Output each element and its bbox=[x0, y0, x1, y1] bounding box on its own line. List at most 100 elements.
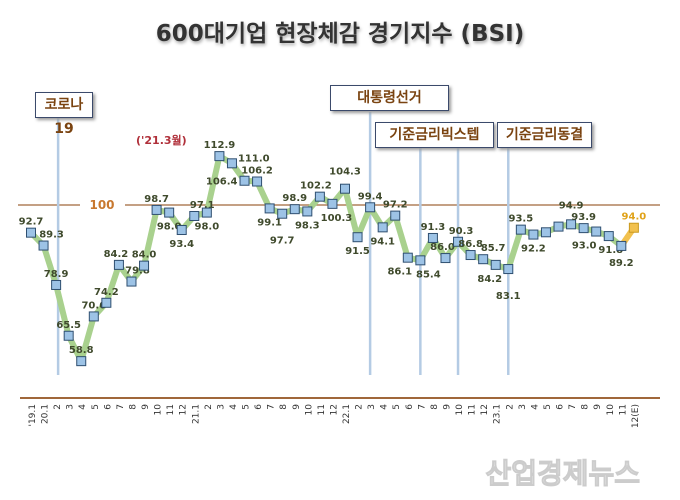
data-point bbox=[503, 264, 514, 275]
data-point bbox=[377, 222, 388, 233]
x-tick-label: 4 bbox=[78, 404, 88, 410]
estimate-marker bbox=[628, 222, 639, 233]
x-tick-label: '19.1 bbox=[28, 404, 38, 427]
x-tick-label: 4 bbox=[530, 404, 540, 410]
data-point bbox=[327, 198, 338, 209]
data-point bbox=[566, 219, 577, 230]
data-point bbox=[453, 236, 464, 247]
data-point bbox=[352, 232, 363, 243]
data-point bbox=[528, 229, 539, 240]
data-label: 58.8 bbox=[69, 345, 94, 356]
data-point bbox=[63, 330, 74, 341]
annotation-covid19: 코로나19 bbox=[35, 92, 93, 137]
x-tick-label: 12 bbox=[480, 404, 490, 415]
x-tick-label: 7 bbox=[417, 404, 427, 410]
data-point bbox=[440, 253, 451, 264]
data-point bbox=[314, 191, 325, 202]
x-tick-label: 7 bbox=[116, 404, 126, 410]
data-label: 93.4 bbox=[169, 239, 194, 250]
data-label: 84.2 bbox=[104, 249, 129, 260]
data-label: 92.2 bbox=[521, 244, 546, 255]
data-label: 97.7 bbox=[270, 236, 295, 247]
data-label: 84.2 bbox=[477, 274, 502, 285]
data-point bbox=[176, 225, 187, 236]
x-tick-label: 6 bbox=[556, 404, 566, 410]
x-tick-label: 9 bbox=[292, 404, 302, 410]
data-point bbox=[402, 252, 413, 263]
data-point bbox=[340, 183, 350, 194]
data-point bbox=[591, 226, 602, 237]
data-label: 65.5 bbox=[56, 320, 81, 331]
data-point bbox=[578, 223, 589, 234]
x-tick-label: 9 bbox=[442, 404, 452, 410]
data-label: 92.7 bbox=[19, 217, 44, 228]
data-label: 106.2 bbox=[241, 166, 273, 177]
data-point bbox=[390, 210, 401, 221]
data-point bbox=[76, 356, 87, 367]
x-tick-label: 6 bbox=[405, 404, 415, 410]
x-tick-label: 2 bbox=[204, 404, 214, 410]
data-point bbox=[51, 279, 62, 290]
data-label: 111.0 bbox=[238, 153, 270, 164]
x-tick-label: 11 bbox=[317, 404, 327, 415]
data-label: 86.1 bbox=[387, 267, 412, 278]
data-label: 102.2 bbox=[300, 181, 332, 192]
annotation-rate-freeze: 기준금리동결 bbox=[497, 122, 592, 148]
data-label: 98.0 bbox=[194, 222, 219, 233]
x-tick-label: 2 bbox=[53, 404, 63, 410]
data-point bbox=[415, 255, 426, 266]
data-label: 85.4 bbox=[416, 269, 441, 280]
data-point bbox=[164, 207, 175, 218]
data-label: 99.4 bbox=[358, 191, 383, 202]
data-label: 85.7 bbox=[481, 243, 506, 254]
data-point bbox=[603, 231, 614, 242]
data-point bbox=[277, 208, 288, 219]
x-tick-label: 11 bbox=[618, 404, 628, 415]
data-label: 74.2 bbox=[94, 287, 119, 298]
x-tick-label: 3 bbox=[216, 404, 226, 410]
data-point bbox=[26, 227, 36, 238]
x-tick-label: 10 bbox=[606, 404, 616, 416]
x-tick-label: 4 bbox=[229, 404, 239, 410]
data-label: 93.5 bbox=[508, 214, 533, 225]
x-tick-label: 22.1 bbox=[342, 404, 352, 424]
reference-label: 100 bbox=[89, 198, 114, 212]
data-label: 78.9 bbox=[44, 269, 69, 280]
data-label: 94.1 bbox=[370, 236, 395, 247]
data-point bbox=[38, 240, 49, 251]
data-point bbox=[226, 158, 237, 169]
data-point bbox=[289, 204, 300, 215]
data-label: 106.4 bbox=[206, 177, 238, 188]
data-point bbox=[139, 260, 150, 271]
x-tick-label: 7 bbox=[267, 404, 277, 410]
data-point bbox=[553, 221, 564, 232]
data-label: 98.0 bbox=[157, 222, 182, 233]
data-label: 97.2 bbox=[383, 200, 408, 211]
x-tick-label: 5 bbox=[392, 404, 402, 410]
data-point bbox=[616, 240, 627, 251]
data-point bbox=[365, 202, 376, 213]
data-label: 83.1 bbox=[496, 291, 521, 302]
x-tick-label: 8 bbox=[128, 404, 138, 410]
data-point bbox=[427, 232, 438, 243]
data-point bbox=[515, 224, 526, 235]
data-label: 89.2 bbox=[609, 258, 634, 269]
x-tick-label: 2 bbox=[505, 404, 515, 410]
chart-title: 600대기업 현장체감 경기지수 (BSI) bbox=[155, 21, 525, 47]
data-label: 94.0 bbox=[622, 212, 647, 223]
data-label: 98.9 bbox=[282, 193, 307, 204]
data-label: 84.0 bbox=[132, 250, 157, 261]
data-point bbox=[113, 259, 124, 270]
x-tick-label: 12 bbox=[329, 404, 339, 415]
x-tick-label: 10 bbox=[304, 404, 314, 416]
data-point bbox=[239, 175, 250, 186]
data-point bbox=[540, 227, 551, 238]
x-tick-label: 10 bbox=[154, 404, 164, 416]
x-tick-label: 12 bbox=[179, 404, 189, 415]
data-label: 99.1 bbox=[257, 217, 282, 228]
x-tick-label: 11 bbox=[468, 404, 478, 415]
data-label: 100.3 bbox=[321, 213, 353, 224]
x-tick-label: 20.1 bbox=[41, 404, 51, 424]
data-point bbox=[264, 203, 275, 214]
